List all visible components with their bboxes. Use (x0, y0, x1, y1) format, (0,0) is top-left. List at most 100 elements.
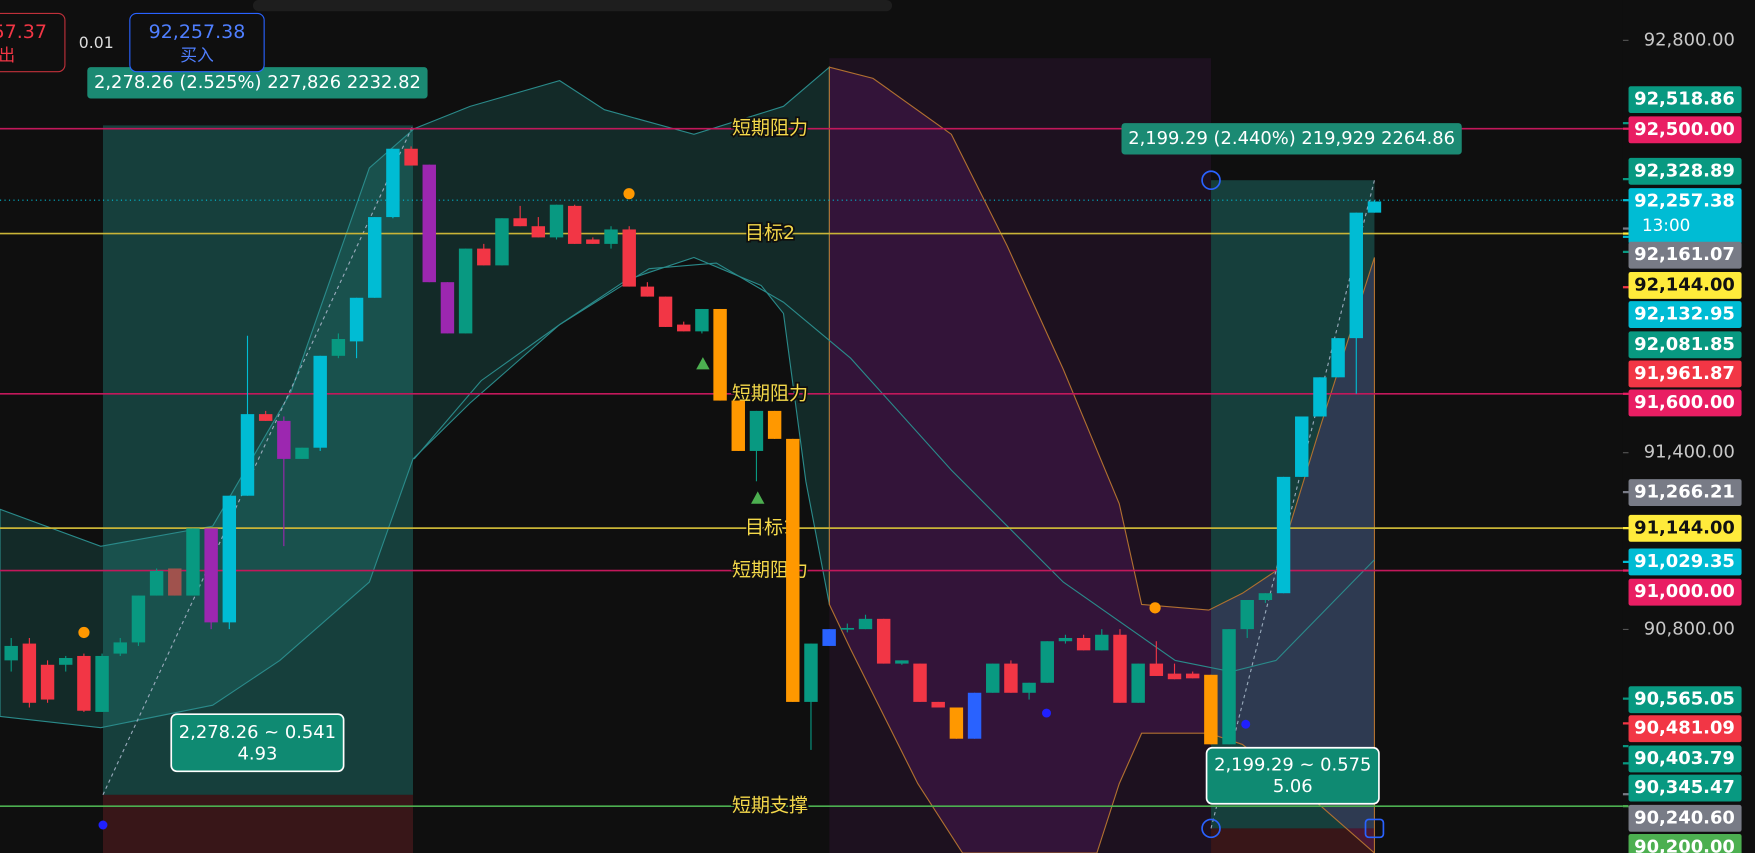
price-badge-label: 91,029.35 (1634, 551, 1735, 572)
price-badge (1628, 157, 1742, 185)
price-badge (1628, 188, 1742, 245)
candle-body (440, 282, 455, 334)
candle-body (949, 707, 964, 739)
handle[interactable] (1364, 818, 1385, 839)
measure-text: 2,278.26 ~ 0.541 (179, 722, 336, 743)
candle-body (4, 645, 18, 661)
band-fill (828, 66, 1376, 853)
measure-text: 2,199.29 ~ 0.575 (1214, 755, 1371, 776)
signal-dot (623, 188, 635, 200)
candle-body (640, 286, 655, 297)
candle-body (222, 495, 237, 623)
candle-body (1022, 682, 1036, 693)
candle-body (59, 658, 73, 665)
candle-body (240, 414, 255, 496)
signal-dot (98, 820, 108, 830)
measure-header-text: 2,278.26 (2.525%) 227,826 2232.82 (94, 72, 421, 93)
candle-body (1367, 201, 1382, 213)
price-badge (1628, 745, 1742, 773)
candle-body (931, 701, 945, 708)
candle-body (95, 655, 109, 712)
price-badge-label: 92,518.86 (1634, 89, 1735, 110)
candle-body (786, 438, 800, 702)
candle-body (131, 595, 146, 643)
candle-body (1095, 634, 1109, 651)
sell-zone (829, 58, 1212, 853)
candle-body (1076, 637, 1091, 651)
sell-button[interactable] (0, 12, 66, 73)
price-badge-label: 92,257.38 (1634, 190, 1735, 211)
handle[interactable] (1201, 818, 1221, 839)
price-badge (1628, 578, 1742, 606)
price-badge (1628, 833, 1742, 853)
stop-zone (1211, 828, 1375, 853)
candle-body (277, 420, 291, 459)
price-badge-label: 92,161.07 (1634, 244, 1735, 265)
candle-body (1131, 663, 1145, 703)
price-badge-time: 13:00 (1642, 215, 1690, 235)
buy-label[interactable]: 买入 (180, 45, 214, 65)
buy-price[interactable]: 92,257.38 (149, 21, 246, 43)
candle-body (586, 239, 600, 244)
candle-body (967, 692, 982, 739)
candle-body (1258, 593, 1273, 600)
measure-box (170, 713, 345, 773)
candle-body (258, 414, 273, 421)
measure-header-text: 2,199.29 (2.440%) 219,929 2264.86 (1128, 128, 1455, 149)
candle-body (531, 226, 546, 238)
signal-dot (1149, 602, 1161, 614)
sell-label[interactable]: 出 (0, 45, 15, 65)
spread: 0.01 (79, 33, 114, 52)
signal-triangle (751, 491, 765, 504)
measure-header (1121, 123, 1462, 155)
candle-body (1113, 634, 1127, 703)
candle-body (840, 627, 855, 630)
candle-body (1295, 416, 1309, 477)
candle-body (749, 410, 764, 451)
candle-body (458, 248, 473, 334)
price-badge (1628, 715, 1742, 743)
price-badge-label: 92,500.00 (1634, 119, 1735, 140)
price-badge (1628, 301, 1742, 328)
candle-body (677, 324, 691, 332)
candle-body (422, 164, 436, 283)
candle-body (349, 297, 364, 342)
toolbar (252, 0, 893, 12)
tick-label: 91,400.00 (1644, 442, 1735, 463)
price-badge-label: 90,200.00 (1634, 836, 1735, 853)
signal-dot (1241, 719, 1251, 729)
candle-body (1204, 674, 1218, 745)
candle-body (822, 629, 836, 646)
signal-dot (78, 626, 90, 639)
candle-body (1313, 377, 1327, 417)
measure-text: 4.93 (238, 743, 278, 764)
price-badge (1628, 331, 1742, 359)
candle-body (186, 528, 200, 596)
price-badge (1628, 479, 1742, 506)
handle[interactable] (1201, 170, 1221, 191)
candle-body (913, 663, 927, 702)
candle-body (386, 148, 400, 218)
price-badge (1628, 774, 1742, 802)
measure-diagonal (102, 125, 414, 796)
price-badge (1628, 86, 1742, 114)
price-badge (1628, 241, 1742, 269)
candle-body (858, 618, 873, 630)
price-badge-label: 91,144.00 (1634, 517, 1735, 538)
candle-body (295, 447, 309, 459)
price-badge (1628, 360, 1742, 388)
candle-body (513, 218, 527, 227)
price-axis: 92,800.00 91,400.00 90,800.00 92,518.86 92,5… (1622, 0, 1755, 853)
candle-body (1349, 212, 1363, 339)
candle-body (695, 308, 709, 332)
sell-price[interactable]: 57.37 (0, 21, 47, 43)
candle-body (549, 204, 564, 238)
candle-body (22, 643, 37, 703)
price-badge (1628, 389, 1742, 417)
buy-button[interactable] (129, 12, 265, 73)
price-badge-label: 92,081.85 (1634, 334, 1735, 355)
candle-body (331, 339, 346, 356)
price-badge (1628, 686, 1742, 714)
